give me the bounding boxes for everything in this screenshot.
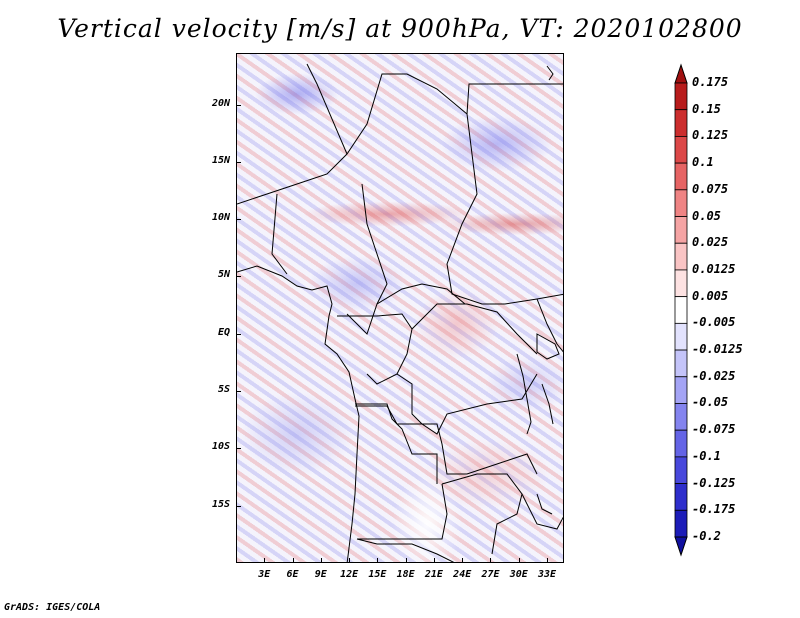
lon-label: 24E	[453, 569, 472, 580]
lat-tick	[236, 161, 241, 163]
colorbar-cell	[674, 349, 688, 378]
colorbar-cell	[674, 242, 688, 271]
lon-tick	[377, 558, 379, 563]
colorbar-label: 0.025	[692, 235, 729, 250]
colorbar-cell	[674, 162, 688, 191]
footer-credit: GrADS: IGES/COLA	[4, 602, 101, 613]
lat-label: 5N	[217, 269, 230, 281]
colorbar-label: 0.125	[692, 128, 729, 143]
lon-tick	[264, 558, 266, 563]
lon-tick	[462, 558, 464, 563]
colorbar-bottom-arrow	[674, 536, 688, 557]
colorbar-label: -0.2	[692, 529, 721, 543]
colorbar-label: -0.005	[692, 315, 736, 330]
lon-tick	[349, 558, 351, 563]
lon-label: 30E	[509, 569, 528, 580]
lat-label: 15S	[211, 498, 230, 510]
colorbar-label: 0.15	[692, 101, 721, 116]
colorbar-label: -0.075	[692, 422, 736, 437]
colorbar-label: 0.05	[692, 208, 721, 223]
lon-tick	[490, 558, 492, 563]
colorbar-label: 0.075	[692, 181, 729, 196]
colorbar-label: 0.005	[692, 288, 729, 303]
map-title: Vertical velocity [m/s] at 900hPa, VT: 2…	[57, 14, 743, 43]
colorbar-cell	[674, 109, 688, 137]
lon-label: 27E	[481, 569, 500, 580]
lat-tick	[236, 104, 241, 106]
lat-label: EQ	[217, 326, 230, 338]
colorbar-cell	[674, 429, 688, 458]
lat-tick	[236, 333, 241, 335]
lon-label: 3E	[258, 569, 271, 580]
colorbar-cell	[674, 189, 688, 217]
lat-tick	[236, 448, 241, 450]
colorbar	[674, 63, 688, 557]
lon-tick	[292, 558, 294, 563]
map-plot-area	[236, 53, 564, 563]
lat-tick	[236, 219, 241, 221]
lat-tick	[236, 391, 241, 393]
lon-label: 12E	[340, 569, 359, 580]
country-borders	[237, 63, 563, 562]
lat-tick	[236, 505, 241, 507]
lon-tick	[518, 558, 520, 563]
colorbar-label: -0.175	[692, 502, 736, 517]
colorbar-cell	[674, 403, 688, 431]
colorbar-cell	[674, 296, 688, 324]
lon-tick	[405, 558, 407, 563]
colorbar-cell	[674, 456, 688, 484]
colorbar-cell	[674, 509, 688, 538]
colorbar-cell	[674, 136, 688, 164]
colorbar-label: 0.0125	[692, 261, 736, 276]
lat-label: 15N	[211, 154, 230, 166]
lat-label: 10S	[211, 441, 230, 453]
lat-label: 10N	[211, 212, 230, 224]
colorbar-label: -0.0125	[692, 342, 743, 357]
lon-tick	[433, 558, 435, 563]
colorbar-cell	[674, 483, 688, 511]
lat-label: 5S	[217, 384, 230, 396]
colorbar-label: 0.1	[692, 155, 714, 170]
lon-tick	[320, 558, 322, 563]
lon-label: 33E	[538, 569, 557, 580]
colorbar-label: -0.05	[692, 395, 729, 410]
colorbar-cells	[674, 63, 688, 557]
colorbar-label: -0.125	[692, 475, 736, 490]
lon-tick	[547, 558, 549, 563]
lon-label: 9E	[314, 569, 327, 580]
colorbar-top-arrow	[674, 63, 688, 84]
colorbar-cell	[674, 269, 688, 298]
colorbar-cell	[674, 376, 688, 404]
lat-tick	[236, 276, 241, 278]
lat-label: 20N	[211, 97, 230, 109]
lon-label: 21E	[424, 569, 443, 580]
colorbar-cell	[674, 322, 688, 351]
lon-label: 6E	[286, 569, 299, 580]
colorbar-label: -0.025	[692, 368, 736, 383]
lon-label: 15E	[368, 569, 387, 580]
lon-label: 18E	[396, 569, 415, 580]
colorbar-cell	[674, 82, 688, 111]
colorbar-label: -0.1	[692, 448, 721, 463]
colorbar-cell	[674, 216, 688, 244]
colorbar-label: 0.175	[692, 75, 729, 89]
